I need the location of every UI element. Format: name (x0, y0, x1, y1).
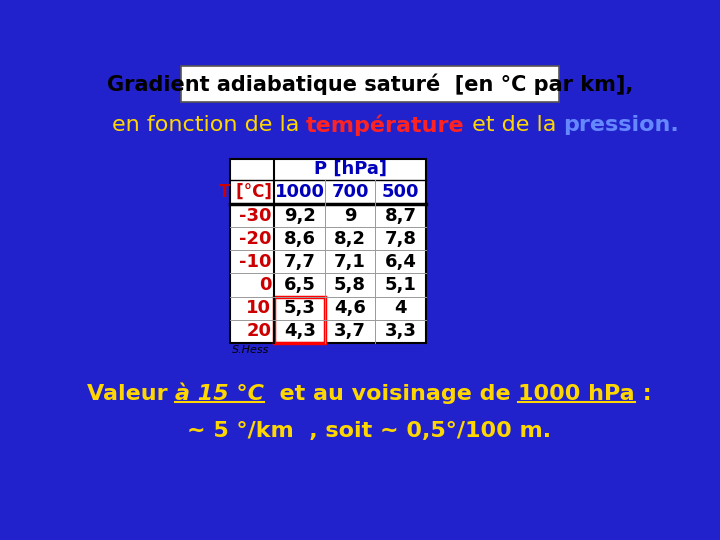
Text: Gradient adiabatique saturé  [en °C par km],: Gradient adiabatique saturé [en °C par k… (107, 73, 633, 95)
Text: à 15 °C: à 15 °C (175, 383, 264, 403)
Text: :: : (635, 383, 652, 403)
Text: P [hPa]: P [hPa] (313, 160, 387, 178)
Text: T [°C]: T [°C] (220, 183, 272, 201)
Text: en fonction de la: en fonction de la (112, 115, 306, 135)
Bar (230, 159, 426, 343)
Text: 8,7: 8,7 (384, 207, 416, 225)
Bar (274, 296, 325, 343)
Text: 8,6: 8,6 (284, 230, 315, 248)
Text: 6,5: 6,5 (284, 276, 315, 294)
Text: 5,3: 5,3 (284, 299, 315, 317)
Text: -20: -20 (239, 230, 271, 248)
Text: température: température (306, 114, 465, 136)
Text: 6,4: 6,4 (384, 253, 416, 271)
Text: 9,2: 9,2 (284, 207, 315, 225)
Text: -30: -30 (239, 207, 271, 225)
Text: 500: 500 (382, 183, 419, 201)
Text: 7,1: 7,1 (334, 253, 366, 271)
Text: 1000: 1000 (274, 183, 325, 201)
Text: 7,8: 7,8 (384, 230, 416, 248)
Text: 7,7: 7,7 (284, 253, 315, 271)
Text: 3,7: 3,7 (334, 322, 366, 340)
Text: pression.: pression. (563, 115, 679, 135)
Text: ~ 5 °/km  , soit ~ 0,5°/100 m.: ~ 5 °/km , soit ~ 0,5°/100 m. (187, 421, 551, 441)
Bar (181, 66, 559, 102)
Text: 9: 9 (343, 207, 356, 225)
Text: S.Hess: S.Hess (232, 345, 269, 355)
Text: 1000 hPa: 1000 hPa (518, 383, 635, 403)
Text: 10: 10 (246, 299, 271, 317)
Text: 4: 4 (394, 299, 407, 317)
Text: et au voisinage de: et au voisinage de (264, 383, 518, 403)
Text: 4,3: 4,3 (284, 322, 315, 340)
Text: 4,6: 4,6 (334, 299, 366, 317)
Text: 5,1: 5,1 (384, 276, 416, 294)
Text: 700: 700 (331, 183, 369, 201)
Text: 3,3: 3,3 (384, 322, 416, 340)
Text: -10: -10 (239, 253, 271, 271)
Text: Valeur: Valeur (86, 383, 175, 403)
Text: et de la: et de la (465, 115, 563, 135)
Text: 0: 0 (259, 276, 271, 294)
Text: 5,8: 5,8 (334, 276, 366, 294)
Text: 8,2: 8,2 (334, 230, 366, 248)
Text: 20: 20 (246, 322, 271, 340)
